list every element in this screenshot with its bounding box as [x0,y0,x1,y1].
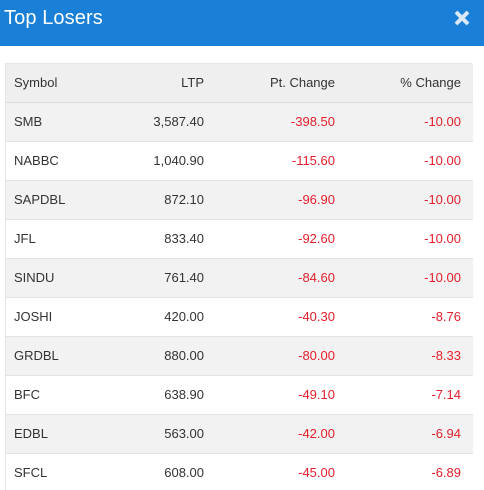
modal-header: Top Losers [0,0,484,46]
cell-pt-change: -92.60 [207,219,338,259]
cell-symbol: JFL [6,219,104,259]
table-row[interactable]: GRDBL 880.00 -80.00 -8.33 [6,336,473,376]
cell-pct-change: -10.00 [338,141,473,181]
column-header-pt-change[interactable]: Pt. Change [207,64,338,103]
cell-pt-change: -96.90 [207,180,338,220]
cell-pt-change: -398.50 [207,102,338,142]
cell-ltp: 563.00 [104,414,207,454]
cell-pt-change: -49.10 [207,375,338,415]
close-button[interactable] [450,6,474,30]
cell-symbol: GRDBL [6,336,104,376]
table-row[interactable]: NABBC 1,040.90 -115.60 -10.00 [6,141,473,181]
cell-symbol: SFCL [6,453,104,490]
cell-ltp: 872.10 [104,180,207,220]
cell-ltp: 1,040.90 [104,141,207,181]
cell-pct-change: -10.00 [338,102,473,142]
header-row: Symbol LTP Pt. Change % Change [6,64,473,103]
cell-symbol: NABBC [6,141,104,181]
table-row[interactable]: SINDU 761.40 -84.60 -10.00 [6,258,473,298]
table-row[interactable]: EDBL 563.00 -42.00 -6.94 [6,414,473,454]
modal-title: Top Losers [4,7,103,29]
column-header-pct-change[interactable]: % Change [338,64,473,103]
cell-symbol: JOSHI [6,297,104,337]
cell-ltp: 833.40 [104,219,207,259]
cell-pt-change: -80.00 [207,336,338,376]
cell-symbol: SMB [6,102,104,142]
cell-pt-change: -115.60 [207,141,338,181]
table-body: SMB 3,587.40 -398.50 -10.00 NABBC 1,040.90 -11… [6,102,473,490]
cell-pct-change: -7.14 [338,375,473,415]
cell-pct-change: -10.00 [338,180,473,220]
cell-ltp: 420.00 [104,297,207,337]
losers-table: Symbol LTP Pt. Change % Change SMB 3,587.… [6,64,473,490]
cell-pct-change: -8.33 [338,336,473,376]
cell-symbol: SAPDBL [6,180,104,220]
cell-pct-change: -6.94 [338,414,473,454]
cell-pt-change: -45.00 [207,453,338,490]
column-header-symbol[interactable]: Symbol [6,64,104,103]
table-row[interactable]: JOSHI 420.00 -40.30 -8.76 [6,297,473,337]
cell-ltp: 880.00 [104,336,207,376]
cell-symbol: BFC [6,375,104,415]
cell-pt-change: -40.30 [207,297,338,337]
column-header-ltp[interactable]: LTP [104,64,207,103]
cell-ltp: 638.90 [104,375,207,415]
table-row[interactable]: SMB 3,587.40 -398.50 -10.00 [6,102,473,142]
cell-ltp: 608.00 [104,453,207,490]
cell-pt-change: -84.60 [207,258,338,298]
cell-ltp: 3,587.40 [104,102,207,142]
cell-pt-change: -42.00 [207,414,338,454]
losers-table-container: Symbol LTP Pt. Change % Change SMB 3,587.… [5,63,473,490]
table-row[interactable]: BFC 638.90 -49.10 -7.14 [6,375,473,415]
cell-symbol: EDBL [6,414,104,454]
cell-pct-change: -8.76 [338,297,473,337]
cell-pct-change: -6.89 [338,453,473,490]
cell-ltp: 761.40 [104,258,207,298]
cell-symbol: SINDU [6,258,104,298]
table-row[interactable]: SAPDBL 872.10 -96.90 -10.00 [6,180,473,220]
close-icon [454,10,470,26]
cell-pct-change: -10.00 [338,258,473,298]
table-header: Symbol LTP Pt. Change % Change [6,64,473,103]
table-row[interactable]: JFL 833.40 -92.60 -10.00 [6,219,473,259]
table-row[interactable]: SFCL 608.00 -45.00 -6.89 [6,453,473,490]
cell-pct-change: -10.00 [338,219,473,259]
